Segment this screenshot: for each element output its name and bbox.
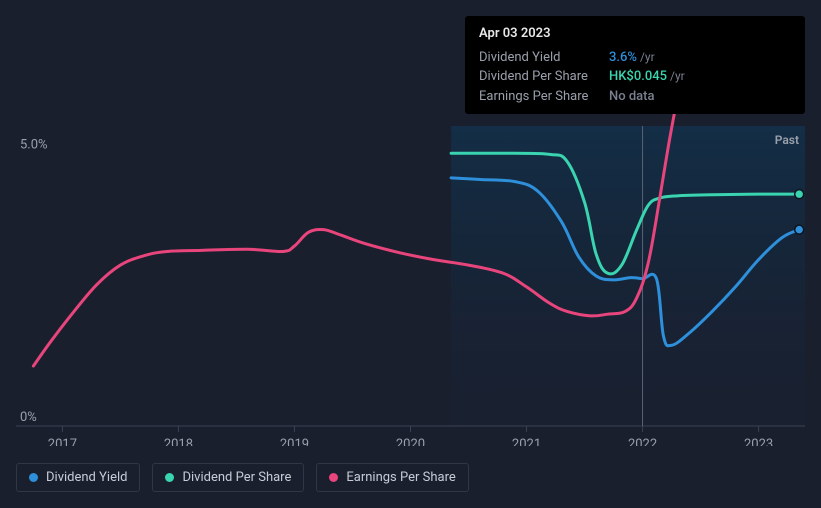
tooltip-row: Dividend Per ShareHK$0.045/yr xyxy=(479,67,791,87)
legend-dot-icon xyxy=(29,473,38,482)
legend-dot-icon xyxy=(165,473,174,482)
y-tick-label: 5.0% xyxy=(20,137,48,152)
tooltip-row-label: Dividend Per Share xyxy=(479,67,609,87)
tooltip-row-label: Dividend Yield xyxy=(479,48,609,68)
chart-tooltip: Apr 03 2023 Dividend Yield3.6%/yrDividen… xyxy=(465,16,805,114)
tooltip-row: Dividend Yield3.6%/yr xyxy=(479,48,791,68)
x-tick-label: 2020 xyxy=(396,437,425,446)
tooltip-row-suffix: /yr xyxy=(670,67,685,85)
past-label: Past xyxy=(775,133,799,147)
legend-item[interactable]: Dividend Yield xyxy=(16,463,140,492)
tooltip-row-suffix: /yr xyxy=(640,48,655,66)
tooltip-row-value: HK$0.045 xyxy=(609,67,667,87)
legend-item-label: Earnings Per Share xyxy=(346,470,455,485)
legend-item[interactable]: Earnings Per Share xyxy=(316,463,468,492)
x-tick-label: 2021 xyxy=(512,437,541,446)
legend-dot-icon xyxy=(329,473,338,482)
legend-item[interactable]: Dividend Per Share xyxy=(152,463,304,492)
x-tick-label: 2019 xyxy=(280,437,309,446)
x-tick-label: 2017 xyxy=(48,437,77,446)
series-end-marker xyxy=(795,225,804,234)
legend-item-label: Dividend Yield xyxy=(46,470,127,485)
tooltip-row-value: 3.6% xyxy=(609,48,637,68)
series-end-marker xyxy=(795,190,804,199)
y-tick-label: 0% xyxy=(20,410,37,425)
tooltip-date: Apr 03 2023 xyxy=(479,24,791,44)
x-tick-label: 2023 xyxy=(744,437,773,446)
chart-legend: Dividend Yield Dividend Per Share Earnings… xyxy=(16,463,469,492)
legend-item-label: Dividend Per Share xyxy=(182,470,291,485)
tooltip-row-value: No data xyxy=(609,87,655,107)
tooltip-row-label: Earnings Per Share xyxy=(479,87,609,107)
x-tick-label: 2022 xyxy=(628,437,657,446)
highlight-band xyxy=(451,126,805,426)
x-tick-label: 2018 xyxy=(164,437,193,446)
tooltip-row: Earnings Per ShareNo data xyxy=(479,87,791,107)
